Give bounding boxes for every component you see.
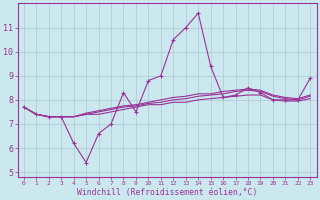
X-axis label: Windchill (Refroidissement éolien,°C): Windchill (Refroidissement éolien,°C) (77, 188, 257, 197)
